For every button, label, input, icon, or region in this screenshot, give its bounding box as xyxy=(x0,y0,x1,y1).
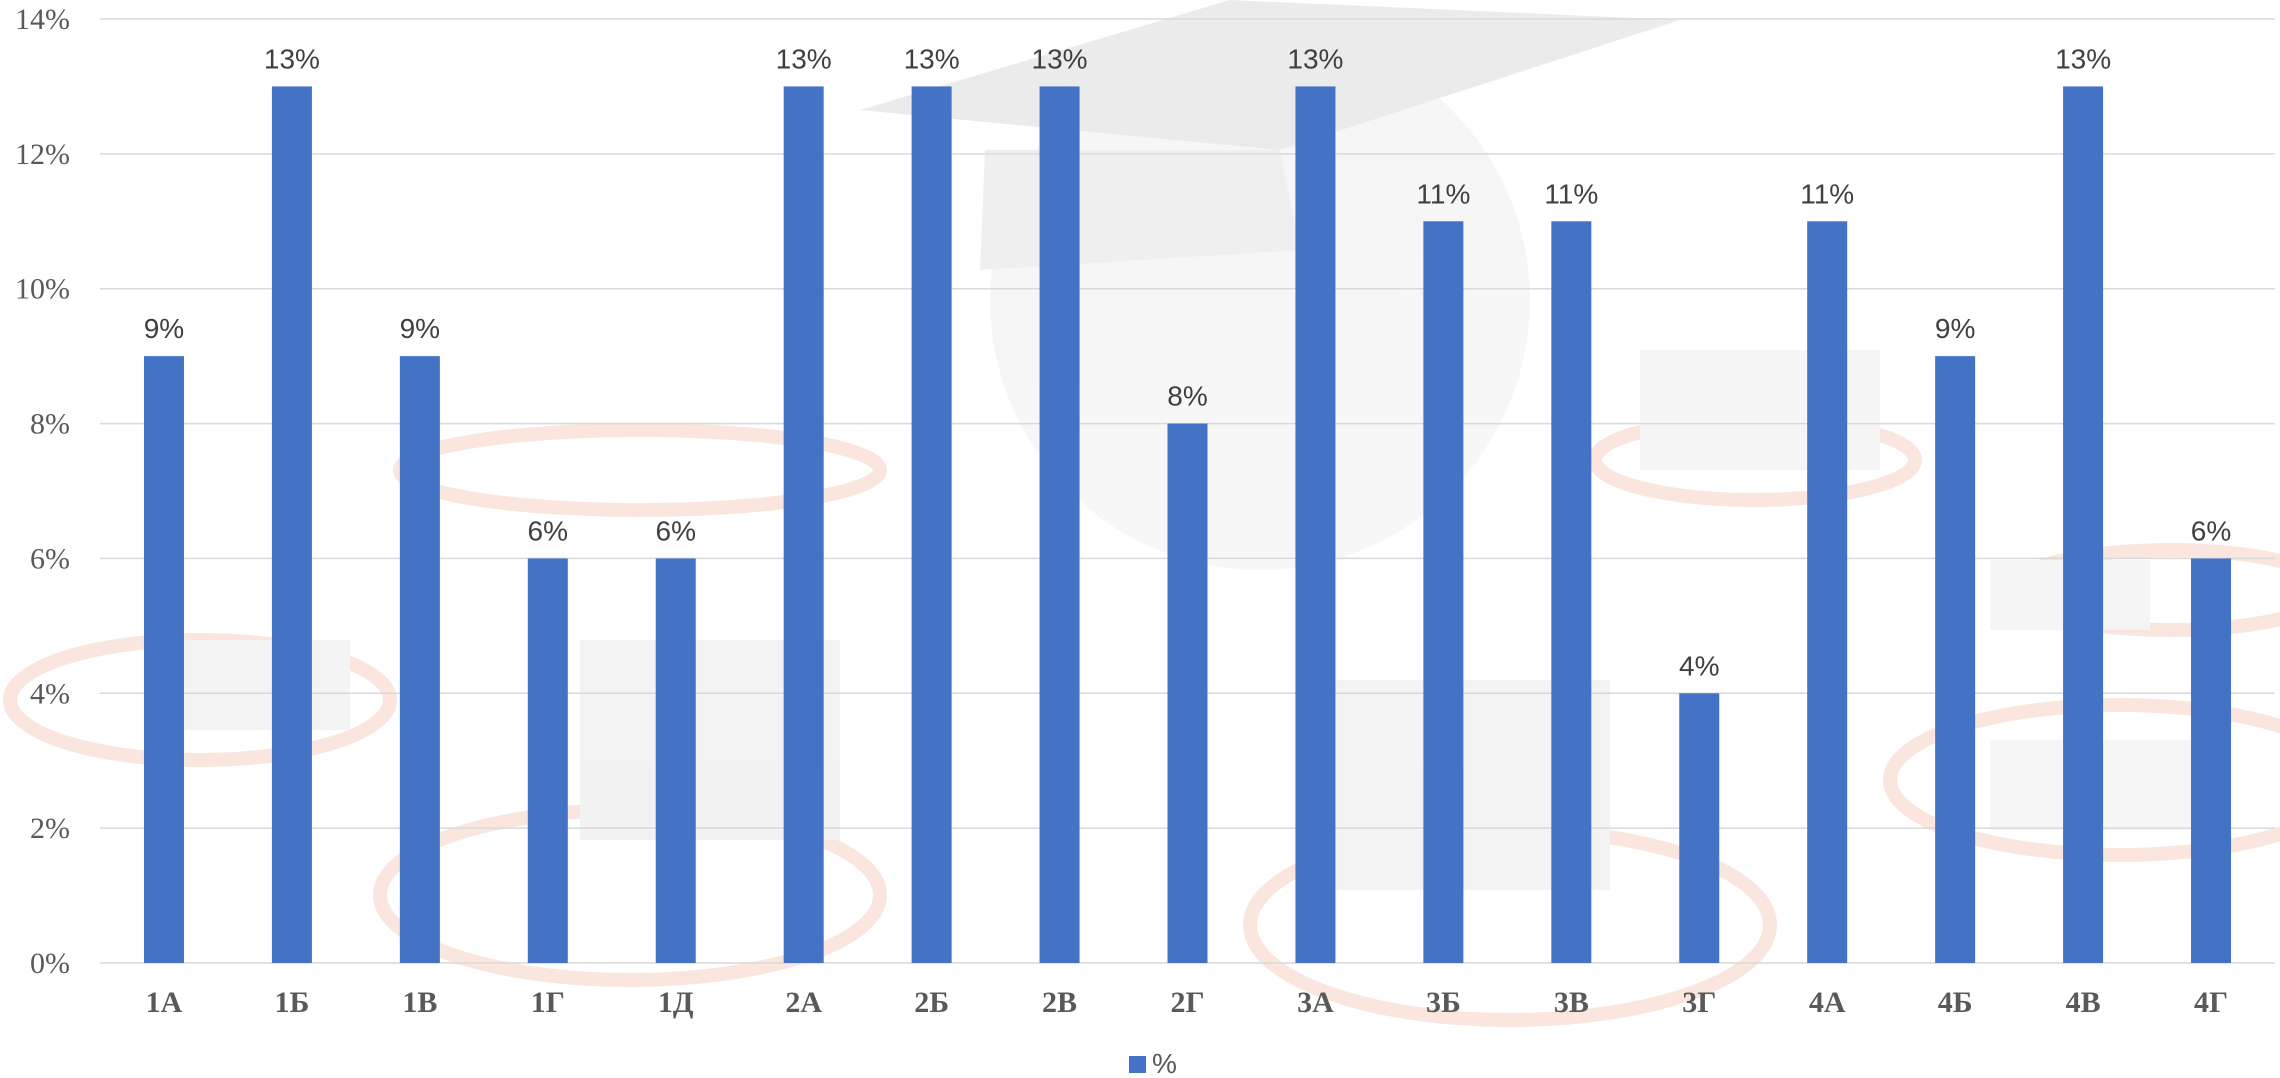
data-labels: 9% 13% 9% 6% 6% 13% 13% 13% 8% 13% 11% 11% 4% 11% 9% 13… xyxy=(144,43,2232,681)
data-label: 6% xyxy=(656,515,696,546)
x-tick-label: 3В xyxy=(1554,986,1589,1019)
y-tick-label: 14% xyxy=(15,3,70,36)
bar xyxy=(1039,86,1080,963)
x-tick-label: 1Б xyxy=(274,986,309,1019)
legend: % xyxy=(1129,1048,1177,1078)
x-tick-label: 4Г xyxy=(2194,986,2228,1019)
data-label: 9% xyxy=(144,313,184,344)
data-label: 11% xyxy=(1800,178,1854,209)
x-tick-label: 4А xyxy=(1809,986,1846,1019)
y-tick-label: 2% xyxy=(30,812,70,845)
y-axis: 0% 2% 4% 6% 8% 10% 12% 14% xyxy=(15,3,70,980)
x-axis: 1А 1Б 1В 1Г 1Д 2А 2Б 2В 2Г 3А 3Б 3В 3Г 4А 4Б 4В 4Г xyxy=(146,986,2228,1019)
data-label: 13% xyxy=(776,43,832,74)
bar xyxy=(271,86,312,963)
bars xyxy=(143,86,2232,964)
y-tick-label: 4% xyxy=(30,677,70,710)
x-tick-label: 1В xyxy=(402,986,437,1019)
data-label: 11% xyxy=(1544,178,1598,209)
data-label: 13% xyxy=(2055,43,2111,74)
bar xyxy=(1295,86,1336,963)
bar xyxy=(1935,356,1976,964)
data-label: 13% xyxy=(904,43,960,74)
bar xyxy=(2191,558,2232,963)
data-label: 4% xyxy=(1679,650,1719,681)
data-label: 13% xyxy=(1032,43,1088,74)
x-tick-label: 2Г xyxy=(1170,986,1204,1019)
x-tick-label: 3Г xyxy=(1682,986,1716,1019)
legend-label: % xyxy=(1152,1048,1177,1078)
data-label: 9% xyxy=(400,313,440,344)
data-label: 6% xyxy=(528,515,568,546)
data-label: 13% xyxy=(1287,43,1343,74)
x-tick-label: 3А xyxy=(1297,986,1334,1019)
x-tick-label: 2В xyxy=(1042,986,1077,1019)
bar xyxy=(399,356,440,964)
data-label: 8% xyxy=(1167,381,1207,412)
bar xyxy=(1679,693,1720,963)
x-tick-label: 2А xyxy=(785,986,822,1019)
bar xyxy=(143,356,184,964)
x-tick-label: 2Б xyxy=(914,986,949,1019)
bar xyxy=(655,558,696,963)
bar xyxy=(527,558,568,963)
bar xyxy=(1807,221,1848,964)
bar xyxy=(1551,221,1592,964)
data-label: 6% xyxy=(2191,515,2231,546)
bar xyxy=(911,86,952,963)
x-tick-label: 4В xyxy=(2066,986,2101,1019)
bar xyxy=(1167,423,1208,964)
bar xyxy=(783,86,824,963)
x-tick-label: 1А xyxy=(146,986,183,1019)
legend-swatch xyxy=(1129,1056,1146,1073)
bar xyxy=(2063,86,2104,963)
y-tick-label: 0% xyxy=(30,947,70,980)
data-label: 11% xyxy=(1416,178,1470,209)
background-watermark xyxy=(3,0,2280,1027)
y-tick-label: 6% xyxy=(30,542,70,575)
x-tick-label: 3Б xyxy=(1426,986,1461,1019)
x-tick-label: 1Г xyxy=(531,986,565,1019)
x-tick-label: 4Б xyxy=(1938,986,1973,1019)
data-label: 13% xyxy=(264,43,320,74)
y-tick-label: 10% xyxy=(15,273,70,306)
x-tick-label: 1Д xyxy=(658,986,694,1019)
y-tick-label: 8% xyxy=(30,408,70,441)
y-tick-label: 12% xyxy=(15,138,70,171)
data-label: 9% xyxy=(1935,313,1975,344)
bar xyxy=(1423,221,1464,964)
